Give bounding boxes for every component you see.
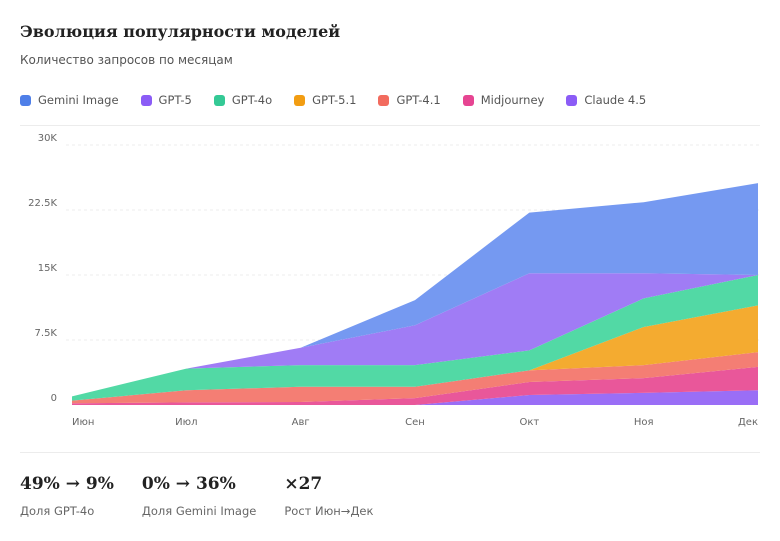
area-gpt-4-1[interactable] (72, 352, 758, 404)
divider-bottom (20, 452, 760, 453)
legend: Gemini Image GPT-5 GPT-4o GPT-5.1 GPT-4.… (20, 93, 668, 107)
x-tick-label: Ноя (634, 417, 654, 428)
y-tick-label: 0 (51, 393, 57, 404)
legend-item-gpt-4-1[interactable]: GPT-4.1 (378, 93, 441, 107)
stat-label: Доля Gemini Image (141, 504, 257, 518)
stat-value: 0% → 36% (141, 474, 236, 494)
stat-gemini-share: 0% → 36% Доля Gemini Image (142, 474, 256, 518)
legend-label: Gemini Image (38, 93, 119, 107)
area-midjourney[interactable] (72, 366, 758, 405)
area-gpt-5-1[interactable] (72, 305, 758, 401)
x-axis: Июн Июл Авг Сен Окт Ноя Дек (72, 417, 758, 428)
area-gemini-image[interactable] (72, 183, 758, 397)
x-tick-label: Окт (519, 417, 539, 428)
y-axis: 0 7.5K 15K 22.5K 30K (28, 133, 57, 404)
areas (72, 183, 758, 405)
stat-label: Доля GPT-4o (20, 504, 95, 518)
x-tick-label: Июн (72, 417, 94, 428)
x-tick-label: Сен (405, 417, 425, 428)
legend-label: Claude 4.5 (584, 93, 647, 107)
y-tick-label: 15K (38, 263, 58, 274)
legend-item-gpt-5[interactable]: GPT-5 (140, 93, 192, 107)
stat-gpt-4o-share: 49% → 9% Доля GPT-4o (20, 474, 114, 518)
legend-item-gpt-4o[interactable]: GPT-4o (213, 93, 273, 107)
legend-item-gemini-image[interactable]: Gemini Image (20, 93, 119, 107)
legend-label: GPT-4.1 (396, 93, 441, 107)
chart-subtitle: Количество запросов по месяцам (20, 53, 233, 67)
legend-label: GPT-5.1 (312, 93, 357, 107)
legend-swatch (294, 94, 306, 106)
legend-item-gpt-5-1[interactable]: GPT-5.1 (294, 93, 356, 107)
legend-label: GPT-4o (231, 93, 273, 107)
legend-label: GPT-5 (158, 93, 192, 107)
stat-label: Рост Июн→Дек (284, 504, 374, 518)
stat-value: 49% → 9% (20, 474, 114, 494)
divider-top (20, 125, 760, 126)
stats-row: 49% → 9% Доля GPT-4o 0% → 36% Доля Gemin… (20, 474, 401, 518)
x-tick-label: Авг (292, 417, 310, 428)
legend-item-midjourney[interactable]: Midjourney (462, 93, 545, 107)
y-tick-label: 30K (38, 133, 58, 144)
legend-swatch (213, 94, 225, 106)
legend-swatch (20, 94, 31, 106)
stat-value: ×27 (284, 474, 323, 494)
area-claude-4-5[interactable] (72, 390, 758, 405)
area-gpt-5[interactable] (72, 273, 758, 397)
legend-label: Midjourney (480, 93, 545, 107)
legend-item-claude-4-5[interactable]: Claude 4.5 (566, 93, 646, 107)
legend-swatch (140, 94, 152, 106)
legend-swatch (462, 94, 474, 106)
legend-swatch (378, 94, 390, 106)
area-gpt-4o[interactable] (72, 275, 758, 401)
y-tick-label: 22.5K (28, 198, 57, 209)
x-tick-label: Июл (175, 417, 197, 428)
stat-growth: ×27 Рост Июн→Дек (284, 474, 373, 518)
x-tick-label: Дек (738, 417, 758, 428)
legend-swatch (566, 94, 578, 106)
y-tick-label: 7.5K (35, 328, 58, 339)
chart-title: Эволюция популярности моделей (20, 22, 341, 41)
stacked-area-chart: 0 7.5K 15K 22.5K 30K Июн Июл Авг Сен Окт… (28, 133, 760, 428)
